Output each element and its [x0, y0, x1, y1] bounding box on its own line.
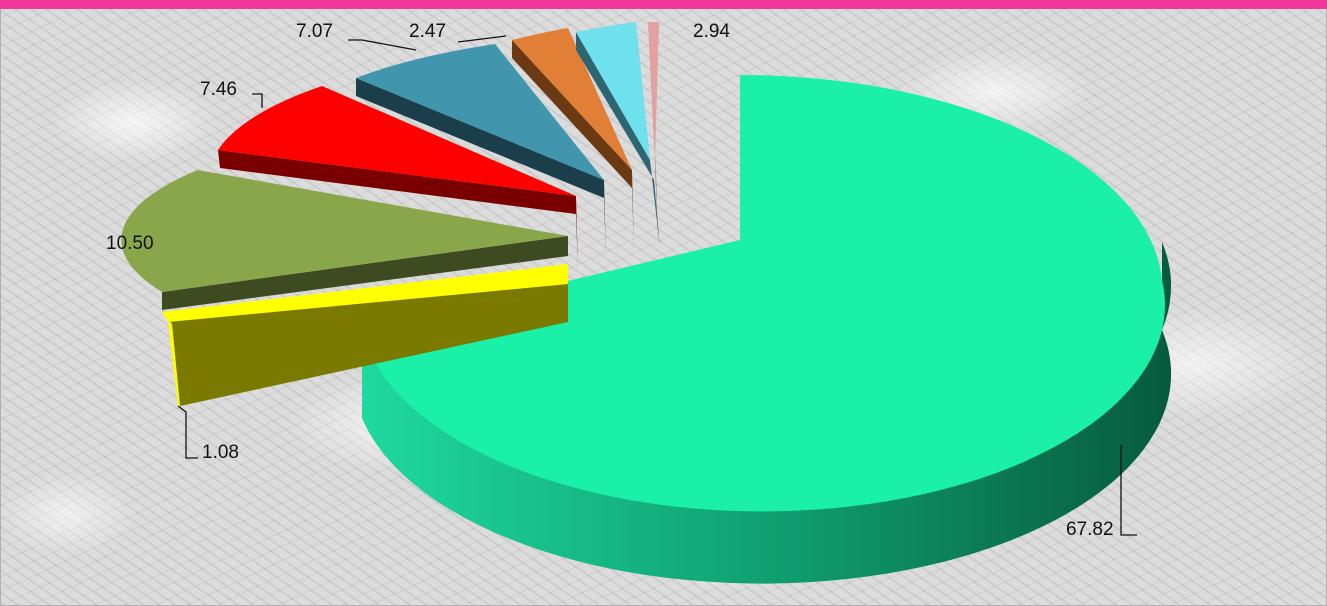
pie-slice-4 — [218, 86, 578, 272]
leader-line-5 — [348, 39, 417, 51]
pie-slice-6 — [512, 28, 634, 252]
pie-slice-5 — [356, 44, 606, 258]
leader-line-2 — [177, 405, 198, 459]
leader-line-6 — [457, 35, 507, 43]
pie-slice-1 — [362, 74, 1172, 584]
data-label-1: 67.82 — [1066, 519, 1114, 540]
data-label-6: 2.47 — [409, 21, 446, 42]
pie-slice-3 — [121, 170, 568, 310]
data-label-2: 1.08 — [202, 442, 239, 463]
data-label-5: 7.07 — [296, 21, 333, 42]
pie-slice-7 — [576, 22, 660, 248]
data-label-3: 10.50 — [106, 233, 154, 254]
accent-top-bar — [0, 0, 1327, 9]
data-label-8: 2.94 — [693, 21, 730, 42]
leader-line-1 — [1120, 445, 1137, 536]
pie-slice-8 — [648, 21, 659, 244]
data-label-4: 7.46 — [200, 79, 237, 100]
pie-slice-2 — [162, 264, 568, 406]
leader-line-4 — [252, 93, 263, 108]
